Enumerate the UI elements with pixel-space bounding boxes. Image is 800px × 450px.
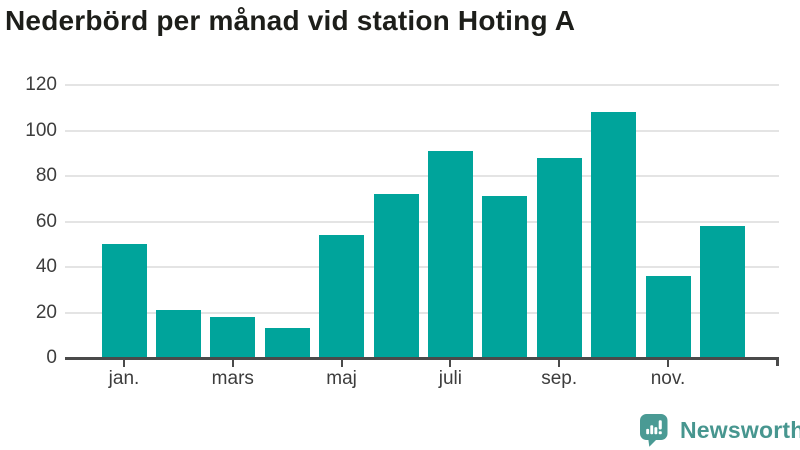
bar-juli bbox=[427, 150, 473, 358]
bar-aug. bbox=[482, 196, 528, 358]
gridline bbox=[65, 220, 779, 223]
bar-nov. bbox=[645, 276, 691, 358]
y-tick-label: 100 bbox=[25, 119, 57, 141]
bar-dec. bbox=[699, 226, 745, 358]
x-tick-mark bbox=[123, 360, 125, 367]
y-tick-label: 20 bbox=[35, 301, 57, 323]
x-axis-end-tick bbox=[776, 357, 779, 366]
x-tick-mark bbox=[449, 360, 452, 367]
x-tick-label: sep. bbox=[541, 368, 578, 389]
y-tick-label: 40 bbox=[35, 256, 57, 277]
bar-sep. bbox=[536, 157, 582, 358]
y-tick-label: 60 bbox=[35, 210, 57, 232]
plot-area bbox=[65, 84, 779, 367]
x-tick-mark bbox=[231, 360, 234, 367]
gridline bbox=[65, 84, 779, 86]
bar-okt. bbox=[591, 112, 637, 358]
bar-apr. bbox=[264, 328, 310, 358]
newsworthy-logo-icon bbox=[640, 414, 668, 447]
gridline bbox=[65, 311, 779, 314]
x-axis-line bbox=[65, 357, 779, 360]
gridline bbox=[65, 129, 779, 132]
y-tick-label: 120 bbox=[25, 74, 57, 95]
gridline bbox=[65, 266, 779, 268]
bar-juni bbox=[373, 194, 419, 358]
x-tick-mark bbox=[667, 360, 669, 367]
x-tick-label: mars bbox=[211, 368, 254, 389]
x-tick-label: juli bbox=[438, 368, 462, 389]
x-tick-label: jan. bbox=[108, 368, 140, 389]
newsworthy-logo: Newsworthy bbox=[640, 414, 800, 447]
bar-maj bbox=[319, 235, 365, 358]
bar-jan. bbox=[101, 244, 147, 358]
y-tick-label: 0 bbox=[46, 347, 57, 368]
x-tick-mark bbox=[558, 360, 561, 367]
x-tick-label: nov. bbox=[650, 368, 686, 389]
bar-feb. bbox=[155, 310, 201, 358]
x-tick-label: maj bbox=[326, 368, 357, 389]
gridline bbox=[65, 175, 779, 177]
y-tick-label: 80 bbox=[35, 165, 57, 186]
chart-title: Nederbörd per månad vid station Hoting A bbox=[5, 5, 576, 36]
newsworthy-logo-text: Newsworthy bbox=[680, 417, 800, 443]
bar-mars bbox=[210, 317, 256, 358]
x-tick-mark bbox=[340, 360, 343, 367]
